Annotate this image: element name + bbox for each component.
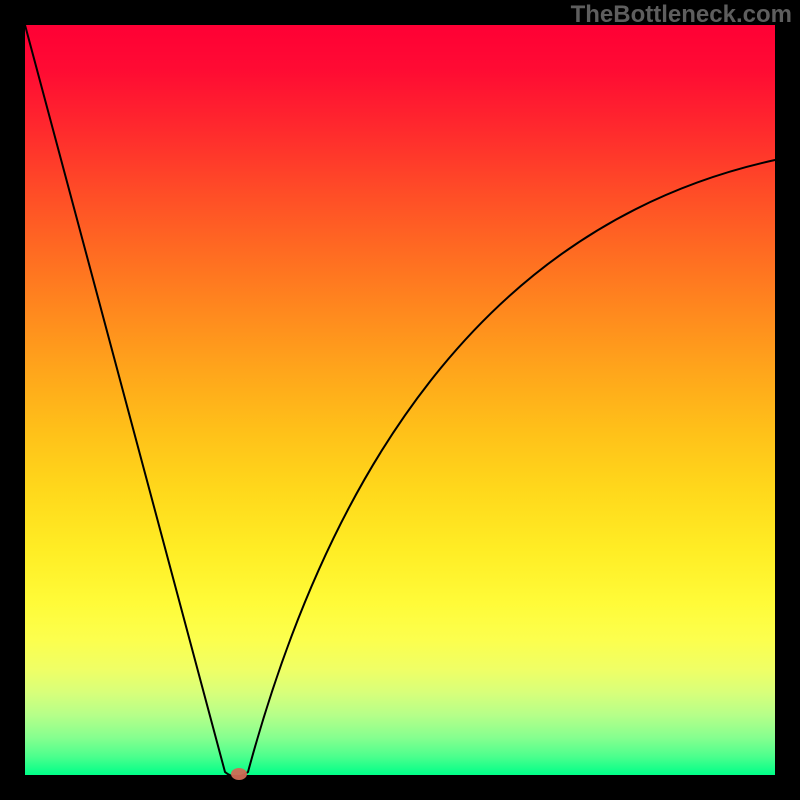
bottleneck-chart: TheBottleneck.com — [0, 0, 800, 800]
minimum-marker — [231, 768, 247, 780]
watermark-text: TheBottleneck.com — [571, 1, 792, 28]
plot-background — [25, 25, 775, 775]
